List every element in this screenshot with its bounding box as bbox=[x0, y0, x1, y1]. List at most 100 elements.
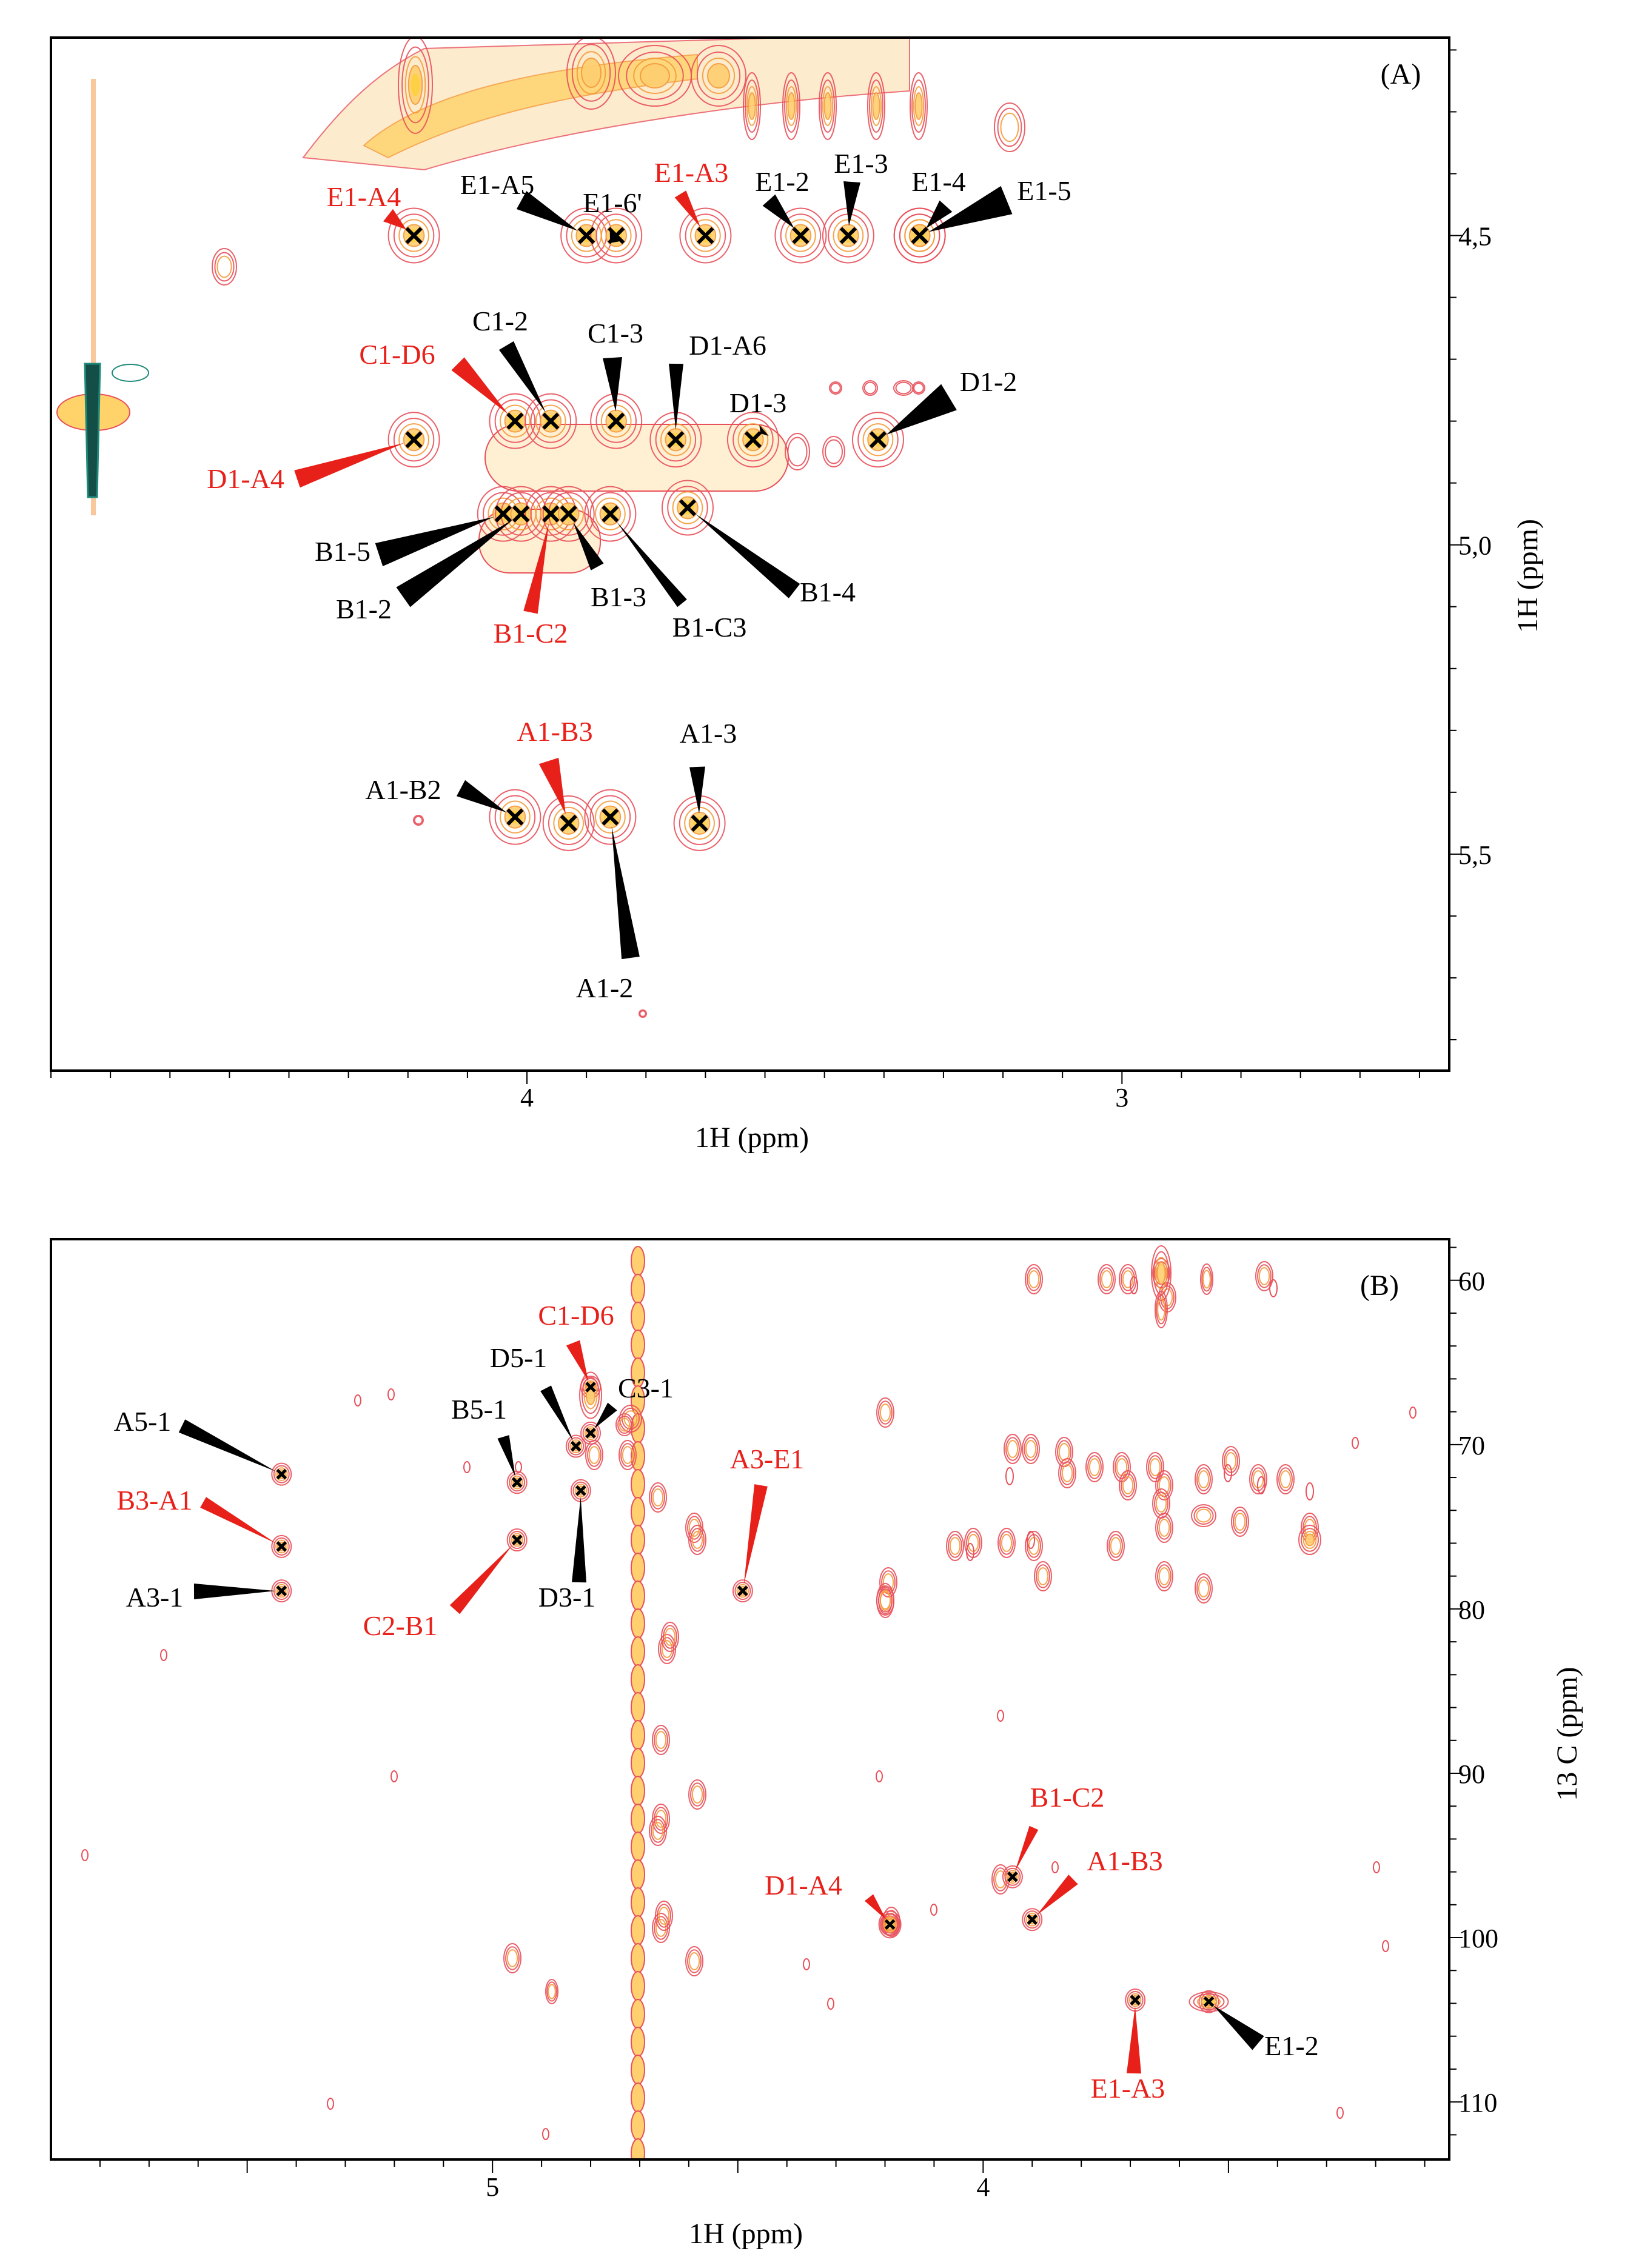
contour-ring bbox=[566, 39, 616, 110]
contour-ring bbox=[1155, 1470, 1173, 1500]
contour-ring bbox=[1037, 1567, 1049, 1585]
peak-label: C1-2 bbox=[472, 306, 528, 336]
peaks-panel-b: A5-1 B3-A1 A3-1 B5-1 C2-B1 D5-1 C1-D6 C3-1 D3-1 A… bbox=[114, 1300, 1319, 2104]
contour-ring bbox=[212, 248, 237, 286]
contour-ring bbox=[1249, 1464, 1267, 1494]
y-axis-label-b: 13 C (ppm) bbox=[1551, 1667, 1583, 1801]
contour-ring bbox=[1061, 1464, 1073, 1482]
contour-ring bbox=[398, 39, 433, 134]
contour-ring bbox=[733, 418, 774, 462]
ticks-panel-b: 5 4 60 70 80 90 100 110 bbox=[99, 1246, 1498, 2202]
contour-ring bbox=[571, 44, 611, 102]
peak-marker bbox=[667, 431, 685, 449]
contour-ring bbox=[1188, 1991, 1229, 2012]
contour-ring bbox=[509, 1473, 526, 1492]
label-pointer bbox=[674, 190, 701, 227]
contour-strip bbox=[631, 2138, 645, 2158]
contour-ring bbox=[823, 92, 832, 120]
contour-ring bbox=[949, 1537, 961, 1555]
contour-ring bbox=[511, 1475, 523, 1490]
contour-ring bbox=[579, 1371, 603, 1419]
contour-ring bbox=[1155, 1513, 1173, 1543]
peak-label: B1-C3 bbox=[672, 612, 747, 643]
label-pointer bbox=[396, 519, 514, 607]
contour-ring bbox=[651, 1485, 665, 1510]
contour-ring bbox=[1024, 1437, 1038, 1461]
contours-panel-a bbox=[56, 39, 1025, 1018]
contour-ring bbox=[595, 800, 626, 834]
contour-strip bbox=[631, 2082, 645, 2113]
contour-ring bbox=[1201, 1266, 1212, 1292]
contour-ring bbox=[273, 1465, 290, 1484]
contour-ring bbox=[876, 1583, 894, 1618]
contour-ring bbox=[878, 1400, 893, 1425]
contour-ring bbox=[1157, 1564, 1172, 1588]
contour-ring bbox=[879, 1403, 891, 1422]
contour-ring bbox=[691, 45, 746, 107]
contour-ring bbox=[1101, 1270, 1113, 1288]
label-pointer bbox=[375, 517, 494, 566]
contour-ring bbox=[948, 1534, 962, 1558]
label-pointer bbox=[572, 1496, 586, 1583]
peak-marker bbox=[839, 227, 857, 244]
contour-ring bbox=[327, 2098, 334, 2110]
peak-label: D1-3 bbox=[729, 387, 787, 418]
contour-ring bbox=[657, 1904, 671, 1928]
contour-ring bbox=[743, 72, 761, 140]
contour-ring bbox=[655, 1919, 667, 1937]
contour-ring bbox=[1198, 1470, 1210, 1488]
y-axis-label-a: 1H (ppm) bbox=[1512, 519, 1544, 633]
y-tick-label: 100 bbox=[1458, 1924, 1498, 1953]
peak-marker bbox=[405, 431, 423, 449]
peak-label: B1-5 bbox=[315, 536, 370, 567]
contour-ring bbox=[1193, 1506, 1214, 1525]
contour-ring bbox=[876, 1770, 883, 1782]
contour-ring bbox=[1302, 1531, 1317, 1549]
contour-ring bbox=[655, 1901, 673, 1931]
contour-ring bbox=[997, 1528, 1016, 1558]
contour-ring bbox=[1276, 1464, 1295, 1494]
contour-ring bbox=[584, 486, 637, 542]
contour-ring bbox=[500, 800, 531, 834]
peak-marker bbox=[697, 227, 714, 244]
label-pointer bbox=[743, 1484, 768, 1585]
contour-ring bbox=[688, 1525, 706, 1555]
peak-label: B5-1 bbox=[451, 1394, 507, 1425]
contour-strip bbox=[631, 2110, 645, 2141]
contour-ring bbox=[1058, 1443, 1070, 1461]
label-pointer bbox=[573, 522, 604, 570]
contour-ring bbox=[398, 423, 429, 457]
contour-ring bbox=[1233, 1510, 1247, 1534]
peak-label: C1-D6 bbox=[538, 1300, 614, 1331]
contour-ring bbox=[827, 1998, 834, 2010]
contour-ring bbox=[1198, 1579, 1210, 1597]
panel-label-b: (B) bbox=[1360, 1269, 1399, 1302]
contour-ring bbox=[640, 63, 670, 89]
contour-ring bbox=[822, 436, 845, 467]
contour-ring bbox=[691, 1531, 703, 1549]
contour-ring bbox=[736, 1584, 749, 1598]
contour-ring bbox=[542, 486, 595, 542]
contour-ring bbox=[1005, 1467, 1014, 1485]
contour-ring bbox=[672, 491, 703, 524]
label-pointer bbox=[178, 1419, 277, 1472]
peak-marker bbox=[737, 1585, 748, 1596]
peak-marker bbox=[602, 808, 619, 826]
contour-ring bbox=[1025, 1912, 1039, 1927]
label-pointer bbox=[540, 1385, 574, 1441]
label-pointer bbox=[1036, 1875, 1078, 1916]
y-tick-label: 70 bbox=[1458, 1431, 1485, 1460]
contour-ring bbox=[160, 1649, 167, 1661]
contour-ring bbox=[401, 46, 429, 124]
peak-label: E1-6' bbox=[583, 187, 642, 218]
contour-ring bbox=[651, 1819, 665, 1843]
contour-ring bbox=[600, 219, 632, 252]
contour-ring bbox=[506, 1949, 518, 1967]
contour-ring bbox=[1158, 1519, 1170, 1537]
contour-strip bbox=[631, 1246, 645, 1276]
peak-marker bbox=[511, 1534, 523, 1545]
label-pointer bbox=[926, 200, 953, 229]
plot-frame-a bbox=[50, 36, 1450, 1072]
contour-ring bbox=[411, 73, 420, 96]
contour-ring bbox=[991, 1864, 1010, 1895]
